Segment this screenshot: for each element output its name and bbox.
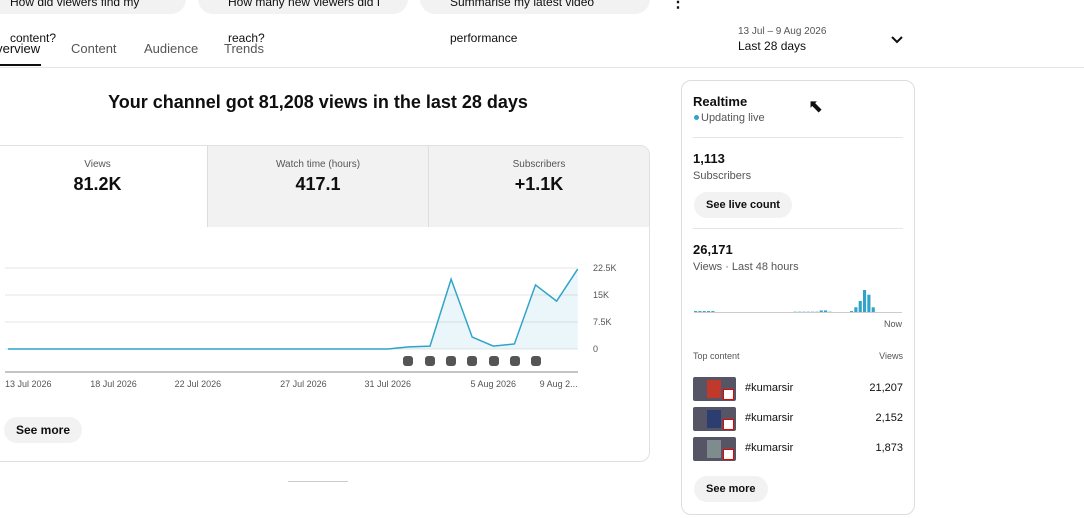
- metric-value[interactable]: 81.2K: [73, 174, 122, 194]
- realtime-title: Realtime: [693, 94, 748, 109]
- metric-label[interactable]: Views: [84, 159, 111, 170]
- subscriber-count: 1,113: [693, 151, 725, 166]
- date-label[interactable]: Last 28 days: [738, 39, 807, 53]
- bar: [858, 301, 862, 312]
- x-tick-label: 31 Jul 2026: [365, 379, 412, 389]
- chip[interactable]: Summarise my latest video performance: [420, 0, 650, 45]
- tab[interactable]: Audience: [144, 41, 199, 56]
- x-tick-label: 13 Jul 2026: [5, 379, 52, 389]
- bar: [711, 311, 715, 312]
- bar: [698, 311, 702, 312]
- content-row[interactable]: #kumarsir 2,152: [693, 407, 903, 431]
- bar: [824, 310, 828, 312]
- see-more-button[interactable]: See more: [694, 476, 768, 502]
- bar: [863, 290, 867, 312]
- kebab[interactable]: ⋮: [670, 0, 686, 11]
- thumbnail-figure: [707, 440, 721, 458]
- realtime-card: [681, 80, 915, 515]
- content-row[interactable]: #kumarsir 1,873: [693, 437, 903, 461]
- bar: [867, 294, 871, 312]
- views-header: Views: [879, 351, 903, 361]
- metric-value[interactable]: +1.1K: [514, 174, 564, 194]
- views-count: 26,171: [693, 242, 733, 257]
- metric-sep: [207, 146, 208, 227]
- chip-text: How did viewers find my content?: [10, 0, 140, 45]
- thumbnail-figure: [707, 380, 721, 398]
- x-tick-label: 27 Jul 2026: [280, 379, 327, 389]
- bar: [694, 311, 698, 312]
- line-area: [8, 269, 578, 349]
- content-views: 21,207: [869, 382, 903, 394]
- content-views: 2,152: [875, 412, 903, 424]
- line: [8, 268, 579, 350]
- metric-label[interactable]: Subscribers: [512, 159, 566, 170]
- metric-sep: [428, 146, 429, 227]
- live-count-button[interactable]: See live count: [694, 192, 792, 218]
- y-tick-label: 22.5K: [593, 263, 617, 273]
- views-label: Views · Last 48 hours: [693, 261, 799, 273]
- date-range[interactable]: 13 Jul – 9 Aug 2026: [738, 26, 827, 37]
- bar: [819, 310, 823, 312]
- x-tick-label: 5 Aug 2026: [471, 379, 517, 389]
- divider: [693, 228, 903, 229]
- chevron[interactable]: [890, 35, 904, 45]
- divider: [0, 67, 1084, 68]
- bar: [707, 311, 711, 312]
- y-tick-label: 0: [593, 344, 598, 354]
- thumbnail: [693, 377, 736, 401]
- x-tick-label: 9 Aug 2...: [540, 379, 578, 389]
- thumbnail: [693, 407, 736, 431]
- see-more-button[interactable]: See more: [4, 417, 83, 443]
- live-dot: [694, 115, 699, 120]
- video-icons: [403, 356, 541, 366]
- realtime-status: Updating live: [701, 112, 765, 124]
- content-title[interactable]: #kumarsir: [745, 412, 794, 424]
- tab[interactable]: Trends: [224, 41, 264, 56]
- bar: [850, 311, 854, 312]
- now-label: Now: [884, 319, 903, 329]
- chip-text: Summarise my latest video performance: [450, 0, 595, 45]
- tab[interactable]: Content: [71, 41, 117, 56]
- bar: [854, 307, 858, 312]
- shorts-badge: [723, 419, 734, 430]
- y-tick-label: 7.5K: [593, 317, 612, 327]
- x-tick-label: 18 Jul 2026: [90, 379, 137, 389]
- tab[interactable]: Overview: [0, 41, 41, 56]
- chip-text: How many new viewers did I reach?: [228, 0, 381, 45]
- metric-label[interactable]: Watch time (hours): [275, 159, 361, 170]
- content-title[interactable]: #kumarsir: [745, 382, 794, 394]
- chart-card: [0, 145, 650, 462]
- shorts-badge: [723, 389, 734, 400]
- headline: Your channel got 81,208 views in the las…: [108, 92, 528, 112]
- thumbnail: [693, 437, 736, 461]
- scroll-indicator: [288, 481, 348, 482]
- chip[interactable]: How many new viewers did I reach?: [198, 0, 408, 45]
- subscriber-label: Subscribers: [693, 170, 752, 182]
- cursor: ⬉: [808, 96, 824, 116]
- bar: [702, 311, 706, 312]
- divider: [693, 137, 903, 138]
- x-tick-label: 22 Jul 2026: [175, 379, 222, 389]
- content-title[interactable]: #kumarsir: [745, 442, 794, 454]
- tab-underline: [0, 64, 41, 66]
- content-views: 1,873: [875, 442, 903, 454]
- content-row[interactable]: #kumarsir 21,207: [693, 377, 903, 401]
- chip[interactable]: How did viewers find my content?: [0, 0, 186, 45]
- thumbnail-figure: [707, 410, 721, 428]
- line-chart: 0 7.5K 15K 22.5K 13 Jul 2026 18 Jul 2026 22 Ju…: [5, 263, 617, 389]
- bar: [871, 307, 875, 312]
- realtime-chart: [694, 290, 902, 313]
- y-tick-label: 15K: [593, 290, 609, 300]
- top-content-label: Top content: [693, 351, 740, 361]
- shorts-badge: [723, 449, 734, 460]
- metric-value[interactable]: 417.1: [295, 174, 341, 194]
